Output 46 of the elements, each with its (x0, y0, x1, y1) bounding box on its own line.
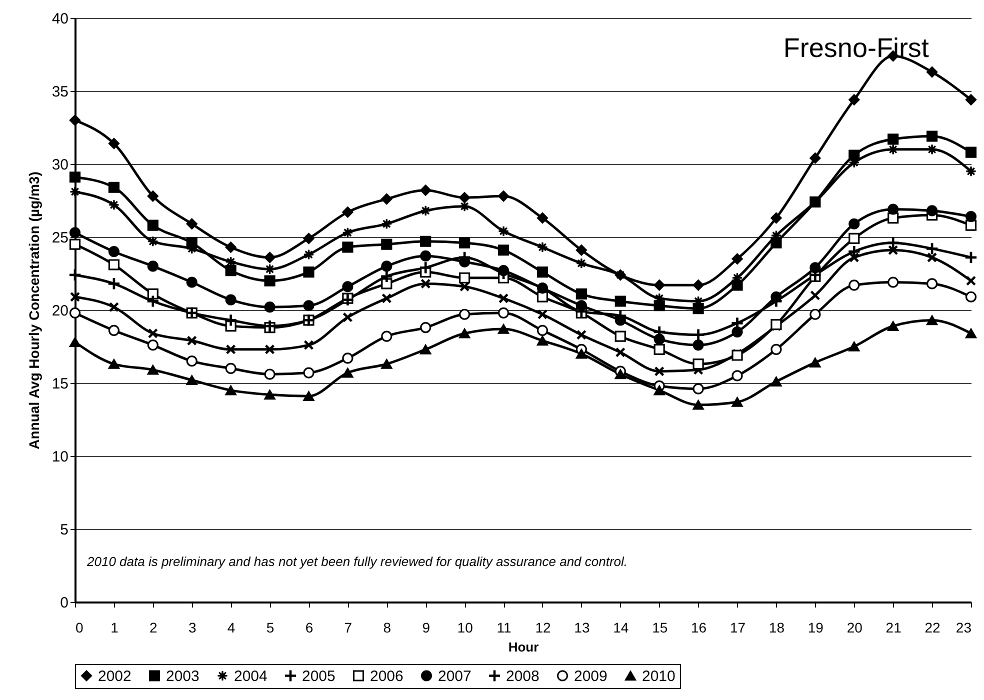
x-tick-label: 21 (886, 620, 902, 636)
x-tick-label: 18 (768, 620, 785, 636)
x-tick-label: 23 (956, 620, 972, 636)
x-axis-title: Hour (508, 640, 539, 654)
legend-label: 2002 (98, 668, 132, 685)
x-tick-label: 12 (535, 620, 551, 636)
x-tick-label: 8 (383, 620, 392, 636)
x-tick-label: 7 (344, 620, 352, 636)
x-tick-label: 14 (613, 620, 629, 636)
x-tick-label: 4 (227, 620, 236, 636)
y-axis-title: Annual Avg Hourly Concentration (µg/m3) (26, 172, 42, 450)
x-tick-label: 11 (496, 620, 512, 636)
x-tick-label: 16 (691, 620, 707, 636)
y-tick-label: 25 (52, 230, 68, 246)
y-tick-label: 30 (52, 156, 68, 174)
y-tick-label: 35 (52, 84, 68, 100)
y-tick-label: 10 (52, 448, 68, 466)
annotation: 2010 data is preliminary and has not yet been fully reviewed for quality assurance and control. (86, 554, 628, 569)
y-tick-label: 5 (60, 522, 68, 538)
y-tick-label: 20 (52, 302, 68, 320)
y-tick-label: 0 (60, 594, 68, 612)
legend-label: 2006 (370, 668, 404, 685)
x-tick-label: 1 (110, 620, 119, 636)
text: Fresno-First (783, 33, 930, 63)
legend-label: 2010 (642, 668, 676, 685)
legend-label: 2007 (438, 668, 472, 685)
x-tick-label: 5 (266, 620, 274, 636)
legend-label: 2005 (302, 668, 336, 685)
x-tick-label: 3 (188, 620, 196, 636)
x-tick-label: 9 (422, 620, 430, 636)
x-tick-label: 0 (76, 620, 84, 636)
x-tick-label: 19 (808, 620, 824, 636)
x-tick-label: 10 (457, 620, 474, 636)
x-tick-label: 20 (846, 620, 863, 636)
x-tick-label: 17 (730, 620, 746, 636)
legend-label: 2003 (166, 668, 200, 685)
y-tick-label: 40 (52, 10, 68, 28)
x-tick-label: 22 (924, 620, 941, 636)
x-tick-label: 15 (652, 620, 668, 636)
x-tick-label: 2 (150, 620, 158, 636)
legend-label: 2009 (574, 668, 608, 685)
legend-label: 2008 (506, 668, 540, 685)
x-tick-label: 13 (574, 620, 590, 636)
y-tick-label: 15 (52, 376, 68, 392)
x-tick-label: 6 (305, 620, 314, 636)
legend-label: 2004 (234, 668, 268, 685)
